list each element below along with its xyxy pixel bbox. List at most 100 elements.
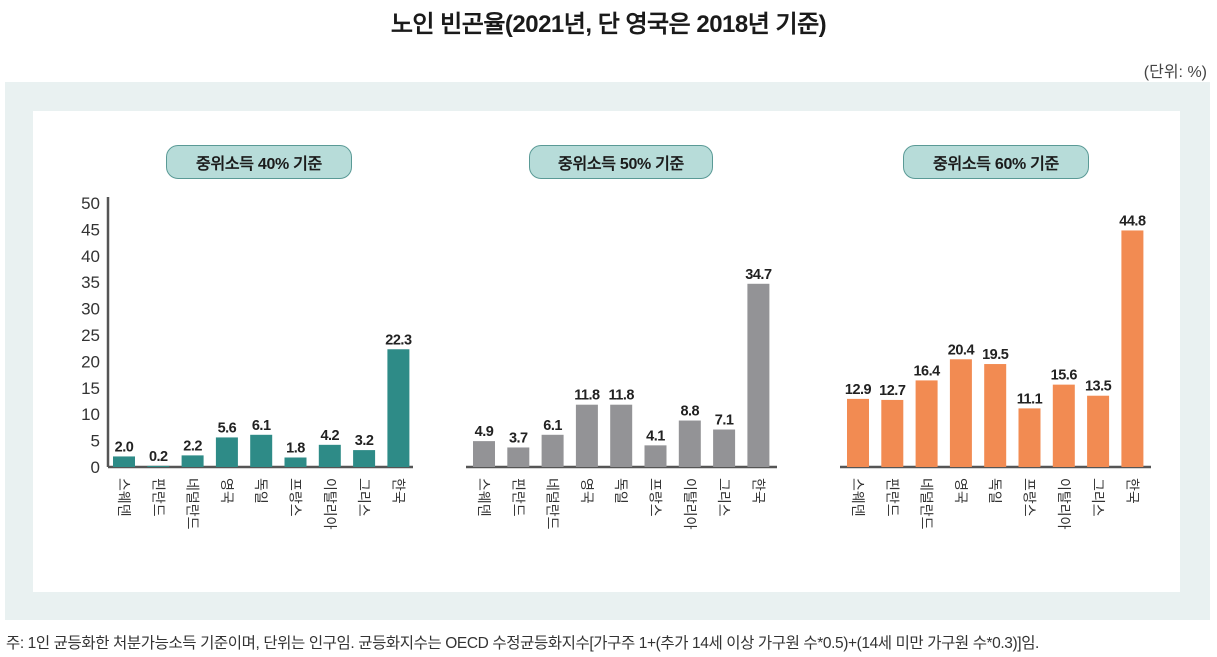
bar (1052, 384, 1075, 467)
value-label: 4.1 (646, 428, 665, 444)
x-tick-label: 네덜란드 (184, 478, 200, 530)
value-label: 4.9 (475, 424, 494, 440)
bar (1121, 230, 1144, 467)
x-tick-label: 영국 (578, 478, 594, 504)
value-label: 15.6 (1051, 368, 1078, 384)
value-label: 0.2 (149, 449, 168, 465)
x-tick-label: 프랑스 (647, 478, 663, 517)
y-tick-label: 35 (81, 273, 100, 292)
bar (473, 441, 495, 467)
page-title: 노인 빈곤율(2021년, 단 영국은 2018년 기준) (390, 11, 827, 38)
value-label: 6.1 (543, 418, 562, 434)
value-label: 12.9 (845, 382, 872, 398)
chart-50-percent: 4.9 스웨덴 3.7 핀란드 6.1 네덜란드 11.8 영국 11.8 독일 4.1 프랑스 8.8… (466, 267, 777, 530)
value-label: 19.5 (982, 347, 1009, 363)
value-label: 11.1 (1017, 391, 1043, 407)
x-tick-label: 독일 (986, 478, 1002, 504)
x-tick-label: 한국 (389, 478, 405, 504)
bar (915, 380, 938, 467)
bar (113, 456, 135, 467)
value-label: 12.7 (879, 383, 906, 399)
x-tick-label: 스웨덴 (849, 478, 865, 517)
value-label: 11.8 (574, 388, 600, 404)
bar (1018, 408, 1041, 467)
value-label: 34.7 (745, 267, 772, 283)
bar (575, 404, 598, 467)
value-label: 13.5 (1085, 379, 1112, 395)
chart-area (33, 111, 1180, 592)
chart-title-40: 중위소득 40% 기준 (166, 145, 352, 179)
x-tick-label: 네덜란드 (918, 478, 934, 530)
x-tick-label: 이탈리아 (1055, 478, 1071, 530)
chart-40-percent: 2.0 스웨덴 0.2 핀란드 2.2 네덜란드 5.6 영국 6.1 독일 1.8 프랑스 4.2 이탈… (108, 332, 413, 530)
x-tick-label: 스웨덴 (115, 478, 131, 517)
bar (747, 283, 770, 467)
bar (181, 455, 204, 467)
bar (147, 465, 170, 467)
value-label: 3.7 (509, 430, 528, 446)
y-tick-label: 30 (81, 300, 100, 319)
chart-title-50: 중위소득 50% 기준 (529, 145, 713, 179)
y-tick-label: 15 (81, 379, 100, 398)
x-tick-label: 이탈리아 (321, 478, 337, 530)
y-tick-label: 25 (81, 326, 100, 345)
value-label: 8.8 (680, 404, 699, 420)
unit-label: (단위: %) (1143, 64, 1207, 81)
x-tick-label: 핀란드 (149, 478, 165, 517)
x-tick-label: 핀란드 (509, 478, 525, 517)
bar (541, 434, 564, 467)
y-tick-label: 40 (81, 247, 100, 266)
bar (507, 447, 530, 467)
chart-title-60: 중위소득 60% 기준 (903, 145, 1089, 179)
bar (949, 359, 972, 467)
bar (713, 429, 736, 467)
x-tick-label: 영국 (952, 478, 968, 504)
value-label: 22.3 (385, 332, 412, 348)
bar (284, 457, 307, 467)
value-label: 1.8 (286, 440, 305, 456)
y-tick-label: 10 (81, 405, 100, 424)
y-tick-label: 0 (91, 458, 100, 477)
bar (215, 437, 238, 467)
x-tick-label: 프랑스 (287, 478, 303, 517)
value-label: 16.4 (913, 363, 940, 379)
bar (984, 364, 1007, 467)
x-tick-label: 이탈리아 (681, 478, 697, 530)
bar (318, 444, 341, 467)
value-label: 3.2 (355, 433, 374, 449)
x-tick-label: 네덜란드 (544, 478, 560, 530)
chart-60-percent: 12.9 스웨덴 12.7 핀란드 16.4 네덜란드 20.4 영국 19.5 독일 11.1 프랑… (840, 213, 1151, 530)
x-tick-label: 독일 (252, 478, 268, 504)
bar (678, 420, 701, 467)
y-tick-label: 45 (81, 220, 100, 239)
x-tick-label: 독일 (612, 478, 628, 504)
bar (353, 450, 376, 467)
value-label: 11.8 (608, 388, 634, 404)
value-label: 2.0 (115, 439, 134, 455)
y-tick-label: 50 (81, 194, 100, 213)
y-tick-label: 20 (81, 352, 100, 371)
x-tick-label: 스웨덴 (475, 478, 491, 517)
x-tick-label: 그리스 (715, 478, 731, 517)
value-label: 44.8 (1119, 213, 1146, 229)
bar (881, 399, 904, 467)
x-tick-label: 프랑스 (1021, 478, 1037, 517)
y-tick-label: 5 (91, 432, 100, 451)
x-tick-label: 한국 (1123, 478, 1139, 504)
value-label: 6.1 (252, 418, 271, 434)
bar (847, 398, 869, 467)
x-tick-label: 영국 (218, 478, 234, 504)
value-label: 7.1 (715, 413, 734, 429)
bar (250, 434, 273, 467)
y-axis: 0 5 10 15 20 25 30 35 40 45 50 (81, 194, 110, 477)
bar (644, 445, 667, 467)
bar (387, 349, 410, 467)
bar (610, 404, 633, 467)
x-tick-label: 한국 (749, 478, 765, 504)
value-label: 5.6 (218, 420, 237, 436)
footnote: 주: 1인 균등화한 처분가능소득 기준이며, 단위는 인구임. 균등화지수는 … (6, 635, 1039, 652)
x-tick-label: 그리스 (1089, 478, 1105, 517)
value-label: 20.4 (948, 342, 975, 358)
x-tick-label: 그리스 (355, 478, 371, 517)
